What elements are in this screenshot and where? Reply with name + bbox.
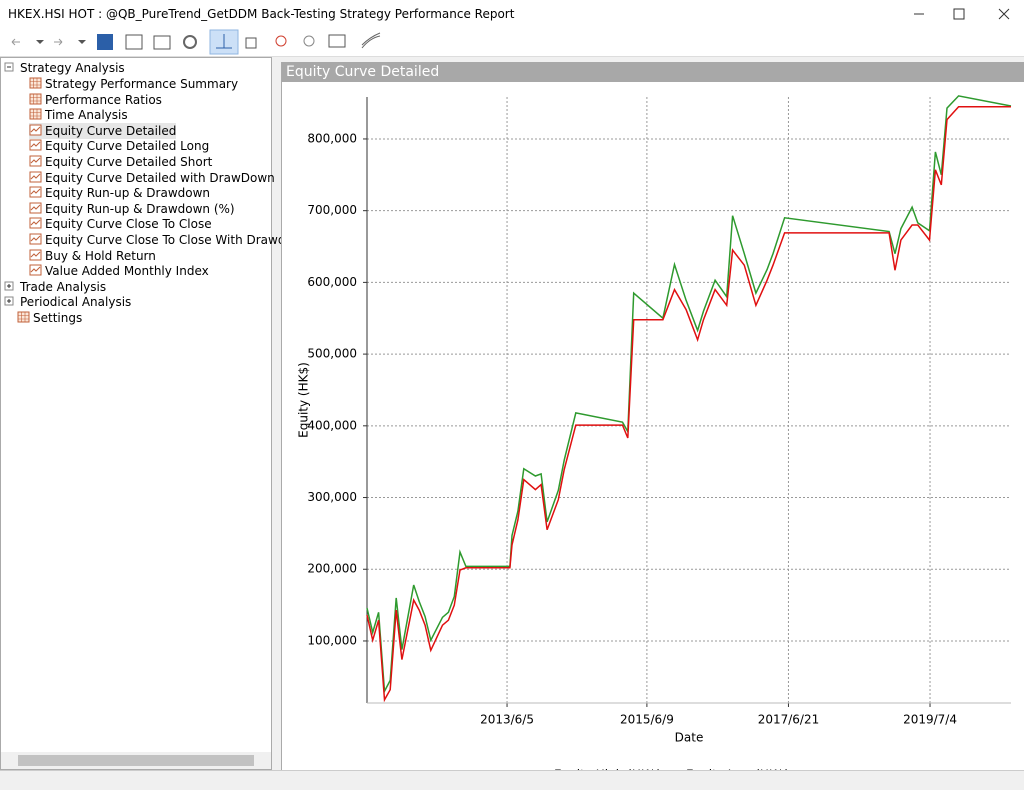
tree-icon — [4, 61, 18, 73]
tree-label: Periodical Analysis — [20, 295, 131, 309]
x-tick-label: 2017/6/21 — [758, 713, 820, 727]
tree-label: Equity Curve Detailed Long — [45, 139, 209, 153]
open-button[interactable] — [126, 35, 142, 49]
x-tick-label: 2019/7/4 — [903, 713, 957, 727]
maximize[interactable] — [954, 9, 964, 19]
hand-button[interactable] — [246, 38, 256, 48]
tree-label: Trade Analysis — [20, 280, 106, 294]
x-axis-label: Date — [675, 731, 704, 745]
equity-line — [367, 96, 1011, 691]
tree-label: Equity Curve Detailed Short — [45, 155, 212, 169]
tree-icon — [29, 249, 43, 261]
tree-item[interactable]: Settings — [17, 310, 82, 326]
tree-group[interactable]: Trade Analysis — [4, 279, 106, 295]
tree-label: Performance Ratios — [45, 93, 162, 107]
chart-panel: Equity Curve Detailed 100,000 200,000 300,… — [281, 62, 1024, 770]
panel-title: Equity Curve Detailed — [282, 62, 1024, 82]
tree-group[interactable]: Periodical Analysis — [4, 294, 131, 310]
save-button[interactable] — [97, 34, 113, 50]
tree-label: Value Added Monthly Index — [45, 264, 209, 278]
tree-label: Equity Curve Close To Close — [45, 217, 212, 231]
y-tick-label: 100,000 — [307, 633, 357, 647]
tree-item[interactable]: Time Analysis — [29, 107, 128, 123]
tree-item[interactable]: Equity Curve Detailed Long — [29, 138, 209, 154]
tree-item[interactable]: Equity Run-up & Drawdown — [29, 185, 210, 201]
scroll-thumb[interactable] — [18, 755, 254, 766]
tree-item[interactable]: Equity Curve Detailed with DrawDown — [29, 170, 275, 186]
zoom-out-button[interactable] — [304, 36, 314, 46]
tree-icon — [29, 202, 43, 214]
equity-line — [367, 107, 1011, 700]
tree-label: Equity Run-up & Drawdown (%) — [45, 202, 235, 216]
tree-label: Equity Curve Close To Close With Drawdow… — [45, 233, 310, 247]
tree-label: Equity Curve Detailed — [45, 124, 176, 138]
forward-button[interactable] — [54, 39, 62, 45]
tree-item[interactable]: Equity Curve Detailed Short — [29, 154, 212, 170]
tree-icon — [4, 295, 18, 307]
tree-item[interactable]: Value Added Monthly Index — [29, 263, 209, 279]
x-tick-label: 2015/6/9 — [620, 713, 674, 727]
back-menu[interactable] — [36, 40, 44, 44]
tree-label: Settings — [33, 311, 82, 325]
tree-icon — [29, 217, 43, 229]
tree-group[interactable]: Strategy Analysis — [4, 60, 125, 76]
tree-icon — [29, 108, 43, 120]
y-tick-label: 300,000 — [307, 490, 357, 504]
y-tick-label: 400,000 — [307, 418, 357, 432]
tree-icon — [29, 77, 43, 89]
tree-icon — [29, 124, 43, 136]
tree-item[interactable]: Strategy Performance Summary — [29, 76, 238, 92]
tree-icon — [29, 186, 43, 198]
tree-icon — [29, 264, 43, 276]
tree-item[interactable]: Equity Curve Detailed — [29, 123, 176, 139]
tree-item[interactable]: Buy & Hold Return — [29, 248, 156, 264]
tree-icon — [29, 155, 43, 167]
toolbar — [0, 28, 1024, 57]
tree-icon — [29, 93, 43, 105]
y-tick-label: 600,000 — [307, 275, 357, 289]
settings-button[interactable] — [184, 36, 196, 48]
tree-item[interactable]: Performance Ratios — [29, 92, 162, 108]
tree-icon — [29, 171, 43, 183]
chart: 100,000 200,000 300,000 400,000 500,000 600,0… — [282, 82, 1024, 770]
window-title: HKEX.HSI HOT : @QB_PureTrend_GetDDM Back… — [8, 7, 514, 21]
tree-icon — [17, 311, 31, 323]
forward-menu[interactable] — [78, 40, 86, 44]
tree-label: Time Analysis — [45, 108, 128, 122]
y-axis-label: Equity (HK$) — [297, 362, 311, 438]
tree-item[interactable]: Equity Curve Close To Close — [29, 216, 212, 232]
chart-style-button[interactable] — [362, 33, 380, 48]
y-tick-label: 200,000 — [307, 562, 357, 576]
back-button[interactable] — [12, 39, 20, 45]
tree-icon — [4, 280, 18, 292]
status-bar — [0, 770, 1024, 790]
fit-button[interactable] — [329, 35, 345, 47]
tree-item[interactable]: Equity Run-up & Drawdown (%) — [29, 201, 235, 217]
tree-label: Buy & Hold Return — [45, 249, 156, 263]
tree-label: Strategy Performance Summary — [45, 77, 238, 91]
tree-label: Equity Curve Detailed with DrawDown — [45, 171, 275, 185]
tree-icon — [29, 139, 43, 151]
title-bar: HKEX.HSI HOT : @QB_PureTrend_GetDDM Back… — [0, 0, 1024, 28]
tree-label: Equity Run-up & Drawdown — [45, 186, 210, 200]
y-tick-label: 700,000 — [307, 203, 357, 217]
y-tick-label: 800,000 — [307, 131, 357, 145]
tree-item[interactable]: Equity Curve Close To Close With Drawdow… — [29, 232, 310, 248]
tree-view: Strategy Analysis Strategy Performance Su… — [0, 57, 272, 770]
tree-label: Strategy Analysis — [20, 61, 125, 75]
horizontal-scrollbar[interactable] — [1, 752, 271, 769]
close[interactable] — [999, 9, 1009, 19]
x-tick-label: 2013/6/5 — [480, 713, 534, 727]
y-tick-label: 500,000 — [307, 347, 357, 361]
window-controls — [904, 0, 1024, 28]
tree-icon — [29, 233, 43, 245]
zoom-in-button[interactable] — [276, 36, 286, 46]
print-button[interactable] — [154, 36, 170, 49]
